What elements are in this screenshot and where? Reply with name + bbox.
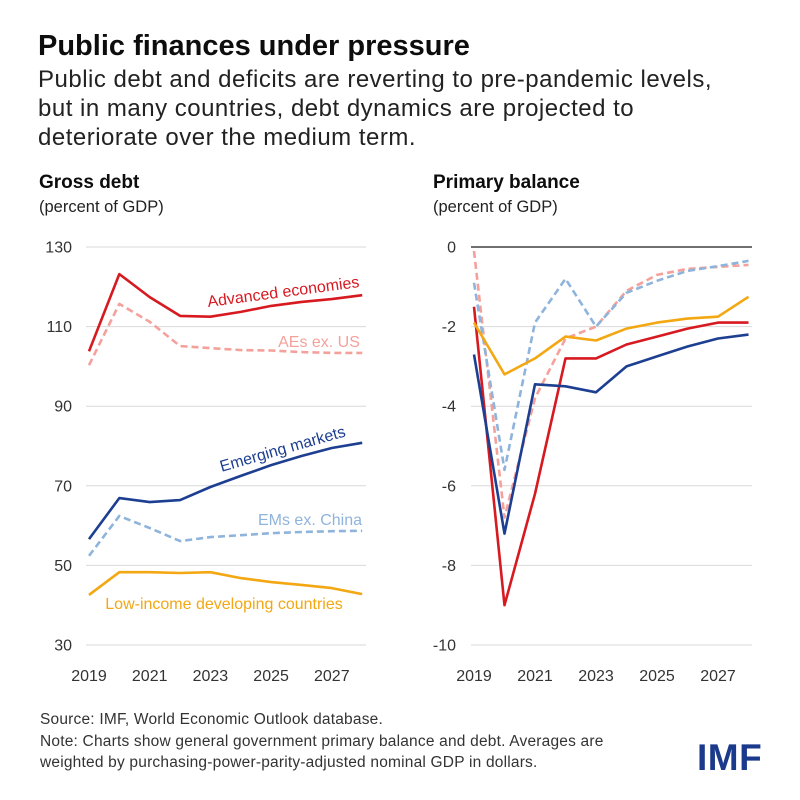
gross-debt-line-emerging-markets <box>87 441 363 540</box>
y-tick-label: -2 <box>442 319 456 336</box>
primary-balance-line-emerging-markets <box>472 333 749 535</box>
x-tick-label: 2025 <box>253 668 289 685</box>
page-subtitle: Public debt and deficits are reverting t… <box>38 65 712 152</box>
x-tick-label: 2023 <box>193 668 229 685</box>
x-tick-label: 2027 <box>700 668 736 685</box>
x-tick-label: 2019 <box>456 668 492 685</box>
y-tick-label: 90 <box>54 399 72 416</box>
y-tick-label: -8 <box>442 558 456 575</box>
gross-debt-line-aes-ex-us <box>87 302 363 366</box>
footnotes: Source: IMF, World Economic Outlook data… <box>40 709 604 774</box>
gross-debt-line-ems-ex-china <box>87 514 363 557</box>
primary-balance-title: Primary balance <box>433 172 580 193</box>
y-tick-label: -4 <box>442 399 456 416</box>
y-tick-label: 70 <box>54 478 72 495</box>
y-tick-label: 130 <box>45 240 72 257</box>
subtitle-line: Public debt and deficits are reverting t… <box>38 66 713 93</box>
x-tick-label: 2021 <box>517 668 553 685</box>
y-tick-label: 50 <box>54 558 72 575</box>
source-note: Source: IMF, World Economic Outlook data… <box>40 711 383 728</box>
gross-debt-title: Gross debt <box>39 172 140 193</box>
imf-logo: IMF <box>697 737 763 778</box>
gross-debt-line-advanced-economies <box>87 272 363 352</box>
x-tick-label: 2023 <box>578 668 614 685</box>
primary-balance-line-advanced-economies <box>472 306 749 607</box>
primary-balance-line-low-income-developing-countries <box>472 295 750 376</box>
x-tick-label: 2025 <box>639 668 675 685</box>
y-tick-label: -10 <box>433 638 456 655</box>
x-tick-label: 2021 <box>132 668 168 685</box>
y-tick-label: 0 <box>447 240 456 257</box>
y-tick-label: -6 <box>442 478 456 495</box>
primary-balance-unit: (percent of GDP) <box>433 198 558 216</box>
page-title: Public finances under pressure <box>38 30 470 62</box>
x-tick-label: 2027 <box>314 668 350 685</box>
series-label-ems-ex-china: EMs ex. China <box>258 512 362 529</box>
series-label-low-income-developing-countries: Low-income developing countries <box>105 596 342 613</box>
series-label-aes-ex-us: AEs ex. US <box>278 334 360 351</box>
gross-debt-line-low-income-developing-countries <box>88 570 363 596</box>
y-tick-label: 110 <box>46 319 72 336</box>
gross-debt-unit: (percent of GDP) <box>39 198 164 216</box>
methodology-note: weighted by purchasing-power-parity-adju… <box>40 754 538 771</box>
methodology-note: Note: Charts show general government pri… <box>40 732 604 750</box>
subtitle-line: but in many countries, debt dynamics are… <box>38 95 635 122</box>
x-tick-label: 2019 <box>71 668 107 685</box>
subtitle-line: deteriorate over the medium term. <box>38 124 416 151</box>
y-tick-label: 30 <box>54 638 72 655</box>
primary-balance-line-ems-ex-china <box>472 259 749 472</box>
